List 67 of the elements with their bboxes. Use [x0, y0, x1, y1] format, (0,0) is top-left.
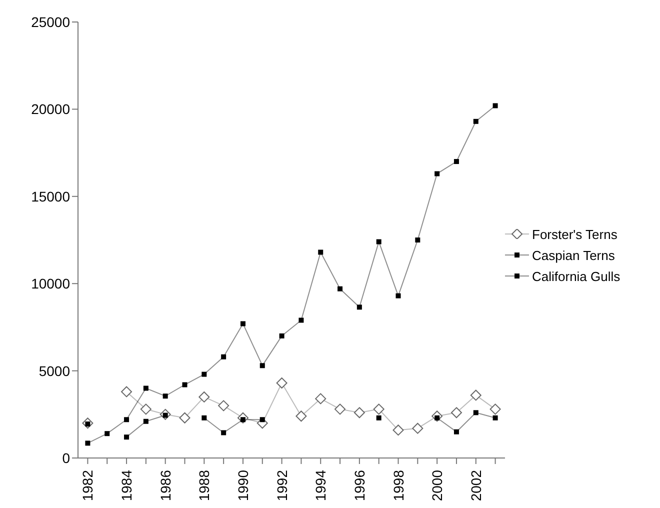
point: [356, 304, 362, 310]
point: [492, 103, 498, 108]
point: [415, 238, 420, 242]
legend-label: Forster's Terns: [532, 226, 618, 242]
point: [182, 382, 188, 388]
point: [240, 321, 246, 326]
x-tick-label: 1982: [80, 470, 96, 502]
point: [396, 293, 401, 298]
point: [376, 415, 382, 420]
point: [354, 407, 365, 418]
x-tick-label: 1992: [274, 470, 290, 502]
point: [179, 412, 190, 424]
point: [124, 434, 130, 440]
point: [376, 239, 382, 244]
x-tick-label: 2000: [429, 470, 446, 502]
point: [338, 286, 343, 292]
point: [450, 407, 462, 418]
x-tick-label: 1988: [196, 470, 212, 502]
point: [218, 400, 230, 412]
point: [143, 386, 148, 391]
point: [260, 363, 265, 368]
point: [490, 404, 501, 415]
point: [202, 372, 207, 377]
y-tick-label: 25000: [31, 14, 70, 30]
point: [279, 333, 284, 338]
x-tick-label: 1984: [118, 470, 135, 502]
point: [392, 424, 404, 436]
point: [454, 429, 459, 434]
point: [162, 394, 168, 399]
y-tick-label: 10000: [31, 276, 70, 292]
point: [473, 118, 478, 124]
point: [85, 440, 90, 446]
legend-label: Caspian Terns: [532, 248, 615, 262]
y-tick-label: 15000: [31, 188, 70, 204]
x-tick-label: 1990: [234, 470, 251, 502]
point: [202, 415, 207, 420]
y-tick-label: 0: [62, 450, 70, 466]
point: [373, 404, 384, 415]
x-tick-label: 1996: [351, 470, 368, 502]
point: [298, 318, 304, 323]
point: [434, 171, 440, 176]
point: [143, 418, 148, 424]
point: [124, 417, 130, 422]
point: [221, 430, 226, 436]
point: [198, 391, 210, 402]
point: [473, 410, 478, 416]
point: [492, 415, 498, 420]
point: [296, 410, 307, 422]
x-tick-label: 1998: [390, 470, 406, 502]
y-tick-label: 5000: [38, 362, 70, 379]
point: [412, 422, 424, 434]
point: [276, 378, 288, 389]
legend-label: California Gulls: [532, 268, 620, 284]
point: [140, 404, 152, 415]
point: [221, 354, 226, 360]
point: [315, 393, 326, 404]
point: [454, 159, 459, 164]
y-tick-label: 20000: [31, 101, 70, 118]
point: [260, 417, 265, 422]
point: [318, 250, 324, 255]
point: [104, 431, 110, 436]
point: [121, 386, 132, 398]
point: [334, 404, 346, 415]
x-tick-label: 2002: [468, 470, 484, 502]
x-tick-label: 1994: [312, 470, 329, 502]
x-tick-label: 1986: [157, 470, 174, 502]
point: [470, 390, 482, 401]
